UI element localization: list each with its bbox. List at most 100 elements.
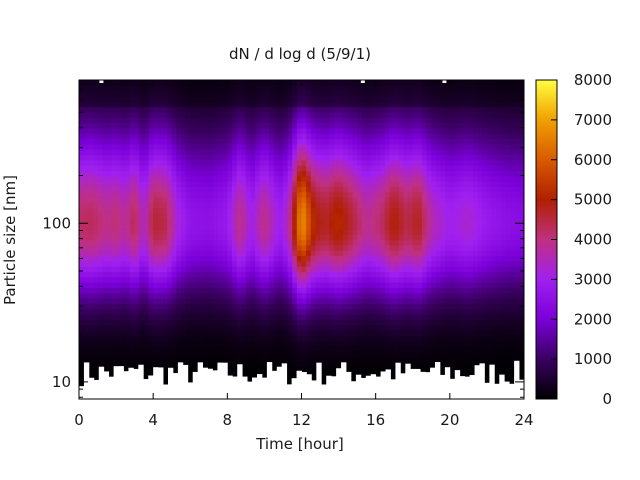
heat-cell bbox=[366, 351, 372, 358]
heat-cell bbox=[287, 250, 293, 257]
heat-cell bbox=[287, 170, 293, 177]
heat-cell bbox=[213, 101, 219, 108]
heat-cell bbox=[366, 345, 372, 352]
heat-cell bbox=[403, 266, 409, 272]
heat-cell bbox=[324, 282, 330, 288]
heat-cell bbox=[333, 345, 340, 352]
heat-cell bbox=[231, 244, 238, 251]
heat-cell bbox=[259, 101, 266, 108]
heat-cell bbox=[347, 212, 354, 219]
heat-cell bbox=[241, 372, 247, 379]
heat-cell bbox=[269, 170, 275, 177]
heat-cell bbox=[282, 271, 289, 278]
heat-cell bbox=[426, 186, 432, 193]
heat-cell bbox=[194, 234, 201, 241]
heat-cell bbox=[408, 159, 414, 166]
heat-cell bbox=[440, 303, 446, 310]
heat-cell bbox=[371, 250, 377, 257]
heat-cell bbox=[375, 85, 381, 92]
heat-cell bbox=[227, 255, 233, 262]
heat-cell bbox=[153, 329, 159, 336]
heat-cell bbox=[190, 149, 196, 156]
heat-cell bbox=[389, 90, 395, 97]
heat-cell bbox=[227, 191, 233, 198]
heat-cell bbox=[264, 266, 270, 272]
heat-cell bbox=[389, 367, 395, 374]
heat-cell bbox=[463, 313, 469, 320]
heat-cell bbox=[106, 106, 113, 113]
heat-cell bbox=[408, 181, 414, 187]
heat-cell bbox=[250, 292, 256, 299]
heat-cell bbox=[394, 149, 400, 156]
heat-cell bbox=[176, 218, 182, 225]
heat-cell bbox=[88, 111, 94, 118]
heat-cell bbox=[190, 260, 196, 267]
heat-cell bbox=[296, 191, 303, 198]
heat-cell bbox=[269, 282, 275, 288]
heat-cell bbox=[357, 165, 363, 171]
heat-cell bbox=[449, 218, 456, 225]
heat-cell bbox=[255, 90, 261, 97]
heat-cell bbox=[129, 111, 136, 118]
heat-cell bbox=[241, 292, 247, 299]
heat-cell bbox=[398, 207, 405, 214]
heat-cell bbox=[269, 345, 275, 352]
heat-cell bbox=[417, 234, 423, 241]
heat-cell bbox=[454, 207, 460, 214]
heat-cell bbox=[199, 287, 205, 294]
heat-cell bbox=[153, 122, 159, 129]
heat-cell bbox=[180, 133, 187, 140]
heat-cell bbox=[361, 313, 367, 320]
heat-cell bbox=[408, 255, 414, 262]
heat-cell bbox=[97, 170, 103, 177]
heat-cell bbox=[259, 234, 266, 241]
heat-cell bbox=[157, 149, 164, 156]
heat-cell bbox=[222, 234, 228, 241]
heat-cell bbox=[278, 159, 284, 166]
heat-cell bbox=[338, 154, 344, 161]
heat-cell bbox=[143, 335, 150, 342]
heat-cell bbox=[431, 239, 437, 246]
heat-cell bbox=[282, 154, 289, 161]
heat-cell bbox=[398, 292, 405, 299]
heat-cell bbox=[199, 351, 205, 358]
heat-cell bbox=[380, 90, 386, 97]
heat-cell bbox=[292, 260, 298, 267]
heat-cell bbox=[278, 313, 284, 320]
heat-cell bbox=[408, 95, 414, 102]
heat-cell bbox=[408, 117, 414, 124]
heat-cell bbox=[403, 117, 409, 124]
heat-cell bbox=[315, 196, 321, 203]
heat-cell bbox=[431, 319, 437, 326]
heat-cell bbox=[440, 143, 446, 150]
heat-cell bbox=[459, 149, 465, 156]
heat-cell bbox=[412, 133, 418, 140]
heat-cell bbox=[361, 159, 367, 166]
heat-cell bbox=[171, 282, 177, 288]
heat-cell bbox=[111, 335, 117, 342]
heat-cell bbox=[157, 282, 164, 288]
heat-cell bbox=[389, 250, 395, 257]
heat-cell bbox=[398, 260, 405, 267]
heat-cell bbox=[403, 260, 409, 267]
heat-cell bbox=[449, 85, 456, 92]
heat-cell bbox=[180, 170, 187, 177]
heat-cell bbox=[435, 101, 442, 108]
heat-cell bbox=[190, 367, 196, 374]
heat-cell bbox=[315, 106, 321, 113]
heat-cell bbox=[148, 324, 154, 331]
heat-cell bbox=[185, 324, 191, 331]
heat-cell bbox=[282, 329, 289, 336]
heat-cell bbox=[171, 80, 177, 86]
heat-cell bbox=[324, 319, 330, 326]
heat-cell bbox=[148, 186, 154, 193]
heat-cell bbox=[408, 101, 414, 108]
heat-cell bbox=[111, 133, 117, 140]
heat-cell bbox=[83, 228, 89, 235]
heat-cell bbox=[259, 85, 266, 92]
heat-cell bbox=[167, 133, 173, 140]
heat-cell bbox=[417, 223, 423, 230]
heat-cell bbox=[417, 287, 423, 294]
heat-cell bbox=[445, 329, 451, 336]
heat-cell bbox=[347, 122, 354, 129]
